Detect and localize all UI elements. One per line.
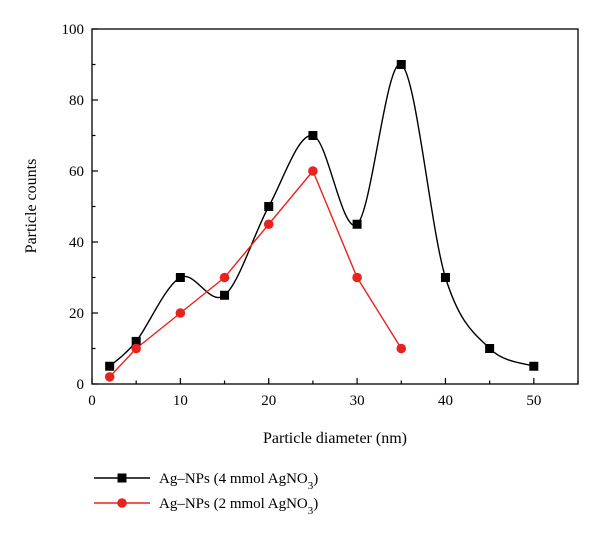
plot-area: 0 10 20 30 40 50 0 20 40 60 80 100 bbox=[62, 22, 579, 409]
series-1-point bbox=[131, 336, 141, 346]
x-tick-label: 0 bbox=[88, 393, 96, 409]
x-tick-label: 50 bbox=[526, 393, 541, 409]
series-1-point bbox=[264, 202, 274, 211]
legend-marker-1 bbox=[117, 473, 127, 483]
series-2-point bbox=[352, 272, 362, 283]
series-2-point bbox=[308, 166, 318, 176]
x-tick-label: 10 bbox=[173, 393, 188, 409]
series-1-point bbox=[175, 273, 185, 282]
legend-marker-2 bbox=[117, 498, 127, 508]
x-tick-label: 20 bbox=[261, 393, 276, 409]
series-2-point bbox=[131, 343, 141, 354]
series-1-point bbox=[352, 219, 362, 229]
y-tick-label: 60 bbox=[69, 164, 84, 180]
y-tick-label: 80 bbox=[69, 93, 84, 109]
y-tick-label: 20 bbox=[69, 306, 84, 322]
series-2-point bbox=[396, 343, 407, 354]
x-axis-label: Particle diameter (nm) bbox=[263, 430, 407, 447]
series-1-point bbox=[220, 290, 230, 300]
series-1-point bbox=[529, 361, 539, 371]
x-tick-label: 40 bbox=[438, 393, 453, 409]
plot-frame bbox=[91, 28, 579, 385]
x-tick-label: 30 bbox=[350, 393, 365, 409]
legend: Ag–NPs (4 mmol AgNO3) Ag–NPs (2 mmol AgNO… bbox=[94, 471, 318, 517]
series-2-point bbox=[104, 372, 115, 382]
series-2-point bbox=[175, 308, 186, 318]
series-2-point bbox=[219, 272, 230, 283]
series-line-1 bbox=[109, 63, 535, 367]
series-1-point bbox=[308, 131, 318, 140]
series-1-point bbox=[396, 60, 406, 69]
series-2-point bbox=[263, 219, 274, 230]
legend-label-1: Ag–NPs (4 mmol AgNO3) bbox=[159, 471, 318, 492]
legend-label-2: Ag–NPs (2 mmol AgNO3) bbox=[159, 496, 318, 517]
series-1-point bbox=[485, 344, 495, 353]
series-1-point bbox=[105, 361, 115, 371]
series-line-2 bbox=[109, 169, 402, 378]
y-axis-label: Particle counts bbox=[23, 159, 40, 254]
series-1-point bbox=[440, 273, 450, 282]
y-tick-label: 100 bbox=[62, 22, 85, 38]
y-tick-label: 40 bbox=[69, 235, 84, 251]
y-tick-label: 0 bbox=[77, 377, 85, 393]
